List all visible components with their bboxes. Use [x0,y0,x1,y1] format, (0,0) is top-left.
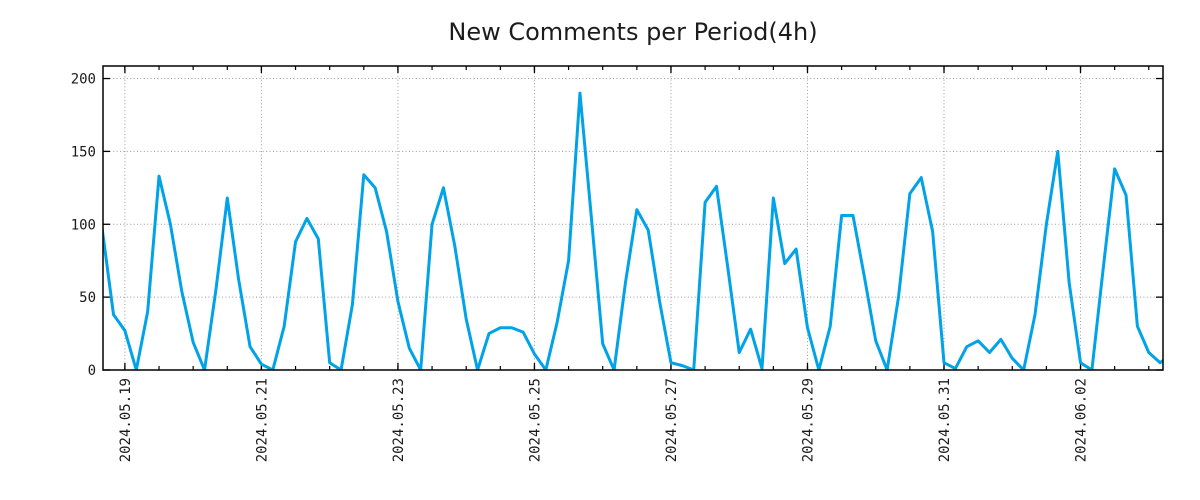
y-tick-label: 100 [71,217,96,233]
x-tick-label: 2024.05.25 [527,378,543,462]
grid-lines [103,66,1163,371]
y-tick-label: 0 [88,363,96,379]
y-tick-label: 150 [71,144,96,160]
x-tick-label: 2024.06.02 [1073,378,1089,462]
axis-labels: 0 50 100 150 200 2024.05.19 2024.05.21 2024.05.… [71,72,1090,463]
y-tick-label: 50 [79,290,96,306]
data-line [103,91,1163,370]
x-tick-label: 2024.05.27 [664,378,680,462]
y-tick-label: 200 [71,72,96,88]
x-tick-label: 2024.05.31 [937,378,953,462]
x-tick-label: 2024.05.29 [800,378,816,462]
chart-title: New Comments per Period(4h) [448,18,817,46]
x-tick-label: 2024.05.23 [391,378,407,462]
x-tick-label: 2024.05.21 [254,378,270,462]
axis-ticks [103,66,1163,371]
x-tick-label: 2024.05.19 [118,378,134,462]
plot-border [102,65,1164,371]
